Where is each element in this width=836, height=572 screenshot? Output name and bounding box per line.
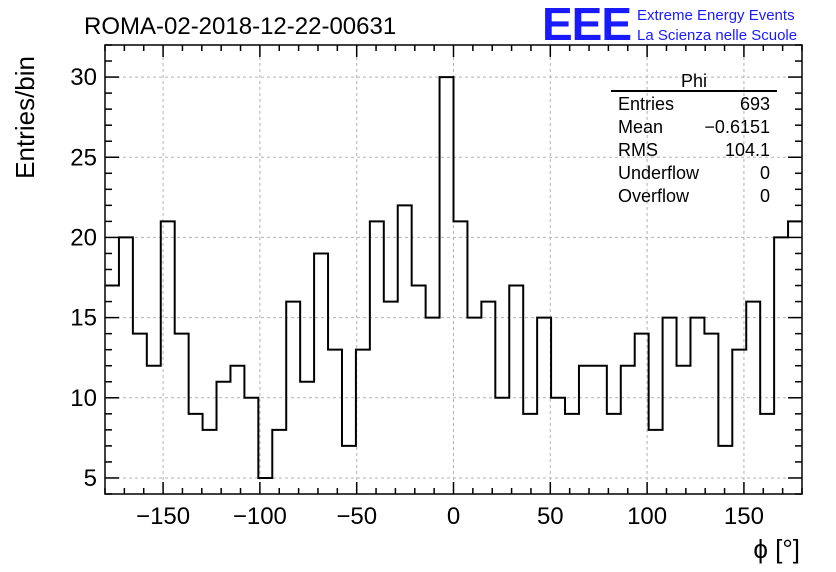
histogram-bin	[272, 430, 286, 494]
eee-logo-mark: EEE	[542, 0, 631, 50]
histogram-bin	[788, 221, 802, 494]
histogram-bin	[551, 398, 565, 494]
y-tick-label: 25	[70, 144, 97, 171]
histogram-bin	[244, 398, 258, 494]
histogram-bin	[147, 366, 161, 494]
x-axis-label: ϕ [°]	[753, 534, 800, 564]
x-tick-label: −50	[336, 503, 377, 530]
histogram-bin	[161, 221, 175, 494]
histogram-bin	[537, 318, 551, 494]
histogram-bin	[370, 221, 384, 494]
histogram-bin	[635, 334, 649, 494]
histogram-bin	[704, 334, 718, 494]
logo-line-1: Extreme Energy Events	[637, 7, 795, 24]
histogram-bin	[718, 446, 732, 494]
histogram-bin	[119, 237, 133, 494]
histogram-bin	[454, 221, 468, 494]
histogram-bin	[607, 414, 621, 494]
histogram-bin	[217, 382, 231, 494]
eee-logo: EEE Extreme Energy Events La Scienza nel…	[542, 0, 797, 50]
histogram-bin	[426, 318, 440, 494]
histogram-bin	[579, 366, 593, 494]
stats-value: −0.6151	[704, 117, 770, 137]
y-axis-label: Entries/bin	[10, 56, 40, 179]
histogram-bin	[746, 302, 760, 494]
histogram-bin	[356, 350, 370, 494]
histogram-bin	[314, 253, 328, 494]
y-tick-label: 15	[70, 305, 97, 332]
histogram-bin	[328, 350, 342, 494]
histogram-bin	[175, 334, 189, 494]
logo-line-2: La Scienza nelle Scuole	[637, 27, 797, 44]
histogram-bin	[384, 302, 398, 494]
x-tick-label: −100	[233, 503, 287, 530]
histogram-bin	[774, 237, 788, 494]
histogram-bin	[481, 302, 495, 494]
stats-label: Entries	[618, 94, 674, 114]
y-tick-label: 10	[70, 385, 97, 412]
ticks	[104, 44, 803, 495]
tick-labels: −150 −100 −50 0 50 100 150 5 10 15 20 25 30	[70, 64, 764, 530]
stats-value: 104.1	[725, 140, 770, 160]
histogram-bin	[509, 286, 523, 494]
histogram-bin	[133, 334, 147, 494]
histogram-bin	[690, 318, 704, 494]
histogram-bin	[440, 77, 454, 494]
histogram-bin	[621, 366, 635, 494]
stats-value: 693	[740, 94, 770, 114]
histogram-line	[105, 76, 802, 494]
histogram-bin	[300, 382, 314, 494]
histogram-bin	[342, 446, 356, 494]
histogram-bin	[467, 318, 481, 494]
stats-value: 0	[760, 186, 770, 206]
y-tick-label: 20	[70, 224, 97, 251]
stats-title: Phi	[681, 71, 707, 91]
y-tick-label: 5	[84, 465, 97, 492]
histogram-bin	[649, 430, 663, 494]
stats-box: Phi Entries 693 Mean −0.6151 RMS 104.1 Underfl…	[611, 71, 777, 206]
y-tick-label: 30	[70, 64, 97, 91]
histogram-bin	[732, 350, 746, 494]
histogram-bin	[203, 430, 217, 494]
histogram-bin	[286, 302, 300, 494]
histogram-bin	[412, 286, 426, 494]
histogram-bin	[189, 414, 203, 494]
histogram-bin	[565, 414, 579, 494]
histogram-bin	[593, 366, 607, 494]
stats-value: 0	[760, 163, 770, 183]
x-tick-label: 0	[447, 503, 460, 530]
histogram-bin	[523, 414, 537, 494]
x-tick-label: −150	[136, 503, 190, 530]
histogram-bin	[760, 414, 774, 494]
histogram-bin	[495, 398, 509, 494]
x-tick-label: 150	[724, 503, 764, 530]
chart-title: ROMA-02-2018-12-22-00631	[84, 13, 396, 40]
histogram-bin	[105, 286, 119, 494]
x-tick-label: 100	[627, 503, 667, 530]
stats-label: Mean	[618, 117, 663, 137]
x-tick-label: 50	[537, 503, 564, 530]
stats-label: RMS	[618, 140, 658, 160]
histogram-step-line	[105, 76, 802, 479]
histogram-bin	[398, 205, 412, 494]
histogram-bin	[677, 366, 691, 494]
stats-label: Overflow	[618, 186, 690, 206]
stats-label: Underflow	[618, 163, 700, 183]
histogram-bin	[663, 318, 677, 494]
histogram-bin	[230, 366, 244, 494]
